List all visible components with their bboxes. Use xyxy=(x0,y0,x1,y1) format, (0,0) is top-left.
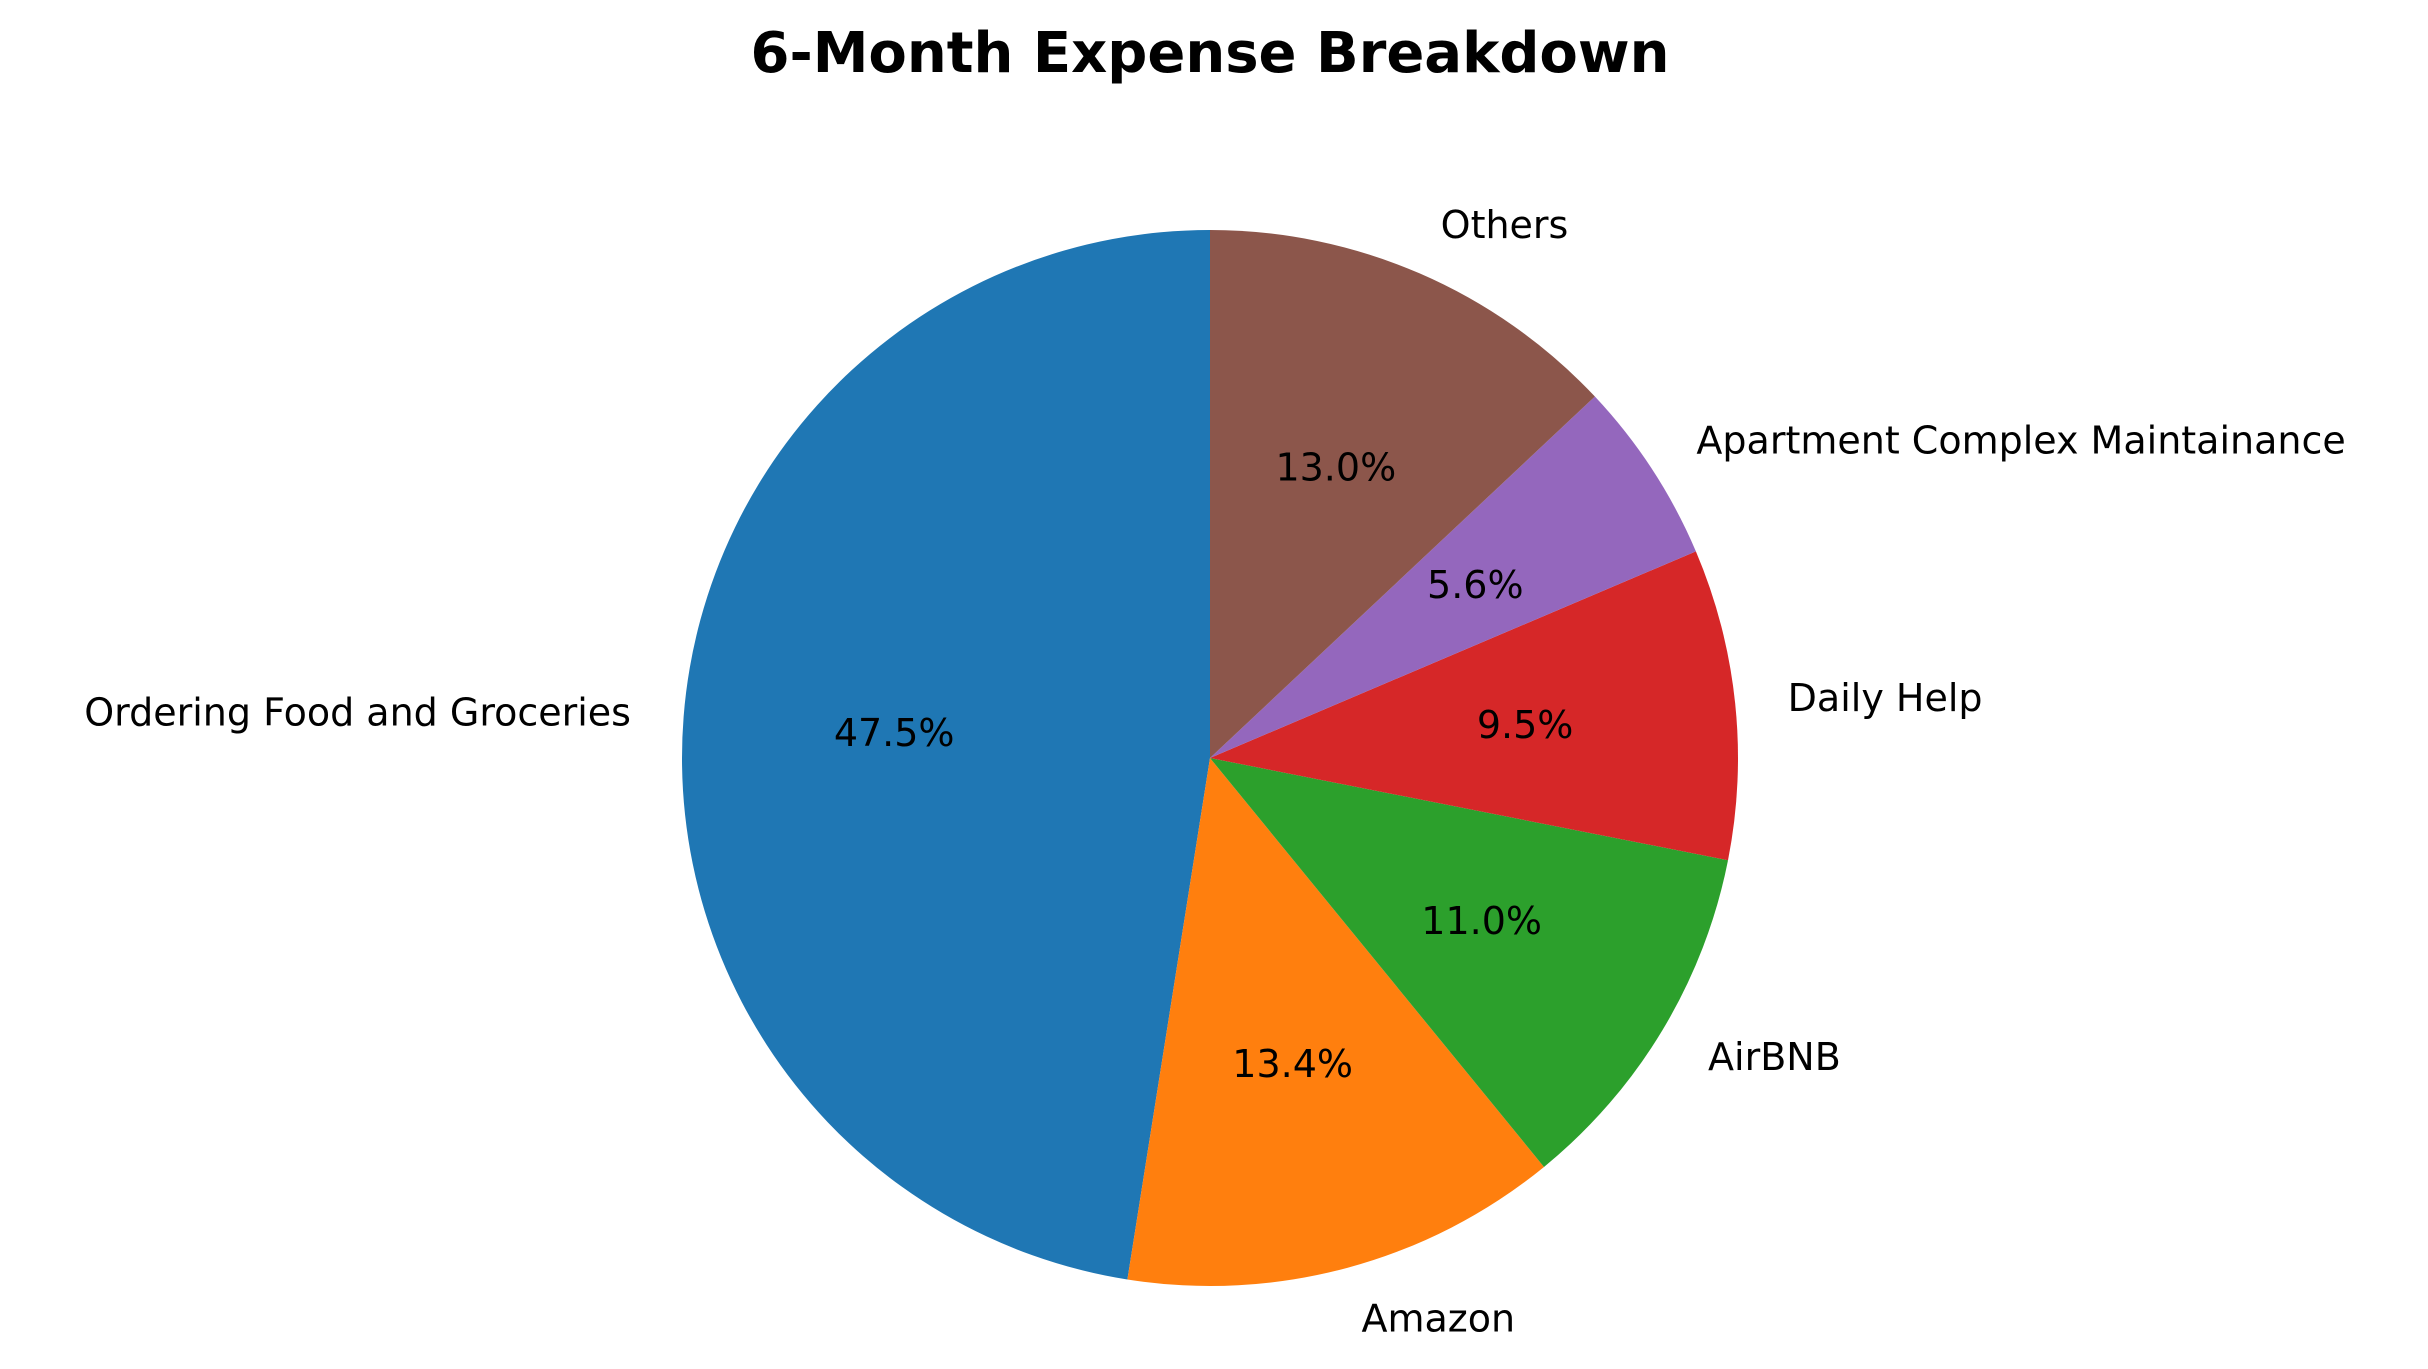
pct-label-others: 13.0% xyxy=(1275,445,1396,489)
pie-slice-apartment-complex-maintainance xyxy=(1210,396,1696,758)
slice-label-ordering-food-and-groceries: Ordering Food and Groceries xyxy=(84,690,631,734)
pie-slice-amazon xyxy=(1127,758,1544,1286)
slice-label-others: Others xyxy=(1441,203,1569,247)
pie-slice-airbnb xyxy=(1210,758,1729,1167)
pie-slice-others xyxy=(1210,230,1595,758)
pie-slices xyxy=(682,230,1738,1286)
pct-label-daily-help: 9.5% xyxy=(1477,703,1574,747)
pct-label-airbnb: 11.0% xyxy=(1421,899,1542,943)
slice-label-airbnb: AirBNB xyxy=(1708,1035,1841,1079)
pct-label-amazon: 13.4% xyxy=(1232,1042,1353,1086)
pie-slice-ordering-food-and-groceries xyxy=(682,230,1210,1280)
pct-label-ordering-food-and-groceries: 47.5% xyxy=(834,711,955,755)
slice-label-apartment-complex-maintainance: Apartment Complex Maintainance xyxy=(1696,419,2345,463)
slice-label-amazon: Amazon xyxy=(1361,1297,1515,1341)
pie-slice-daily-help xyxy=(1210,551,1738,861)
slice-label-daily-help: Daily Help xyxy=(1788,676,1983,720)
chart-title: 6-Month Expense Breakdown xyxy=(751,21,1670,86)
pct-label-apartment-complex-maintainance: 5.6% xyxy=(1427,563,1524,607)
pie-labels: 47.5% Ordering Food and Groceries 13.4% Ama… xyxy=(84,203,2345,1341)
